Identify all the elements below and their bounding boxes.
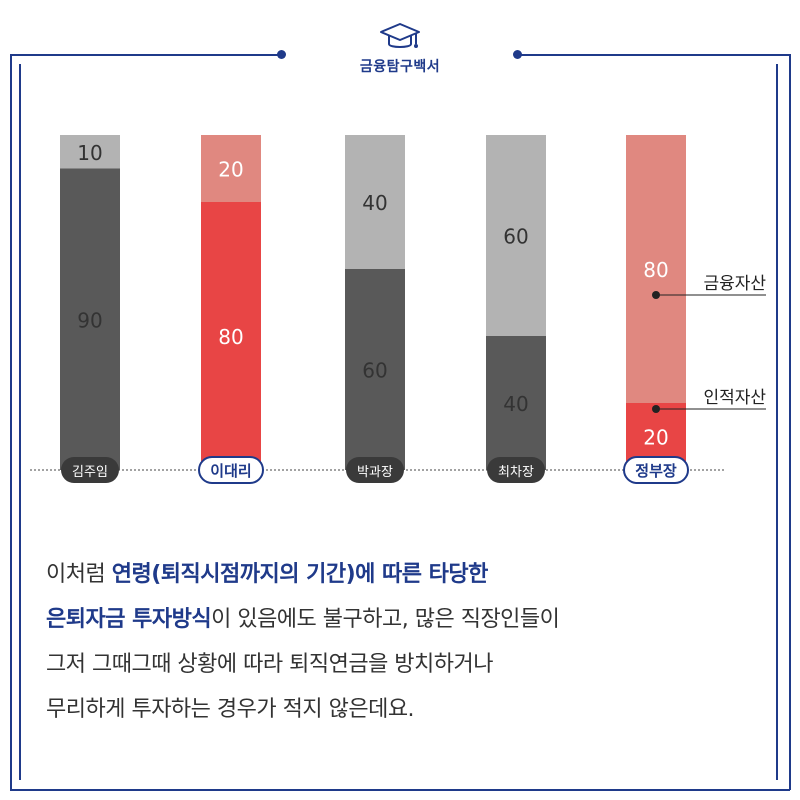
data-label-human: 90 bbox=[77, 308, 102, 332]
bar-segment-financial bbox=[345, 135, 405, 269]
category-label: 최차장 bbox=[498, 465, 534, 480]
data-label-financial: 60 bbox=[503, 225, 528, 249]
bar-segment-financial bbox=[486, 135, 546, 336]
data-label-human: 60 bbox=[362, 359, 387, 383]
body-line-1: 이처럼 연령(퇴직시점까지의 기간)에 따른 타당한 bbox=[46, 552, 766, 597]
data-label-financial: 40 bbox=[362, 191, 387, 215]
graduation-cap-icon bbox=[380, 23, 420, 48]
bar-segment-human bbox=[60, 168, 120, 470]
data-label-financial: 80 bbox=[643, 258, 668, 282]
data-label-financial: 10 bbox=[77, 141, 102, 165]
body-line-1-plain: 이처럼 bbox=[46, 562, 112, 587]
bar-segment-human bbox=[486, 336, 546, 470]
frame-left-outer bbox=[10, 54, 12, 790]
callout-label-human: 인적자산 bbox=[703, 388, 766, 408]
body-line-4: 무리하게 투자하는 경우가 적지 않은데요. bbox=[46, 697, 415, 722]
category-pill bbox=[61, 457, 119, 483]
frame-right-inner bbox=[776, 64, 778, 780]
category-label: 김주임 bbox=[72, 465, 108, 480]
frame-bottom bbox=[10, 789, 790, 791]
bar-segment-financial bbox=[60, 135, 120, 169]
brand-name: 금융탐구백서 bbox=[359, 59, 441, 75]
stacked-bar-chart: 10 90 김주임 20 80 이대리 40 60 박과장 60 40 최차장 80 20 정부장 금융자산인… bbox=[30, 135, 766, 484]
data-label-human: 80 bbox=[218, 325, 243, 349]
category-label: 정부장 bbox=[635, 462, 677, 480]
body-text: 이처럼 연령(퇴직시점까지의 기간)에 따른 타당한 은퇴자금 투자방식이 있음… bbox=[46, 552, 766, 732]
body-line-1-highlight: 연령(퇴직시점까지의 기간)에 따른 타당한 bbox=[111, 562, 489, 587]
category-label: 이대리 bbox=[210, 462, 251, 480]
category-pill bbox=[198, 456, 264, 484]
category-pill bbox=[487, 457, 545, 483]
data-label-human: 40 bbox=[503, 392, 528, 416]
frame-left-inner bbox=[19, 64, 21, 780]
frame-top-right bbox=[518, 54, 790, 56]
brand: 금융탐구백서 bbox=[0, 22, 800, 76]
frame-right-outer bbox=[789, 54, 791, 790]
frame-dot-right bbox=[513, 50, 522, 59]
category-pill bbox=[346, 457, 404, 483]
bar-segment-human bbox=[201, 202, 261, 470]
body-line-3: 그저 그때그때 상황에 따라 퇴직연금을 방치하거나 bbox=[46, 652, 494, 677]
category-pill bbox=[623, 456, 689, 484]
frame-dot-left bbox=[277, 50, 286, 59]
frame-top-left bbox=[10, 54, 282, 56]
bar-segment-financial bbox=[626, 135, 686, 403]
bar-segment-human bbox=[345, 269, 405, 470]
data-label-human: 20 bbox=[643, 426, 668, 450]
body-line-2-highlight: 은퇴자금 투자방식 bbox=[46, 607, 212, 632]
body-line-2: 은퇴자금 투자방식이 있음에도 불구하고, 많은 직장인들이 bbox=[46, 597, 766, 642]
callout-label-financial: 금융자산 bbox=[703, 274, 766, 294]
category-label: 박과장 bbox=[357, 465, 393, 480]
data-label-financial: 20 bbox=[218, 158, 243, 182]
bar-segment-financial bbox=[201, 135, 261, 202]
body-line-2-plain: 이 있음에도 불구하고, 많은 직장인들이 bbox=[211, 607, 560, 632]
